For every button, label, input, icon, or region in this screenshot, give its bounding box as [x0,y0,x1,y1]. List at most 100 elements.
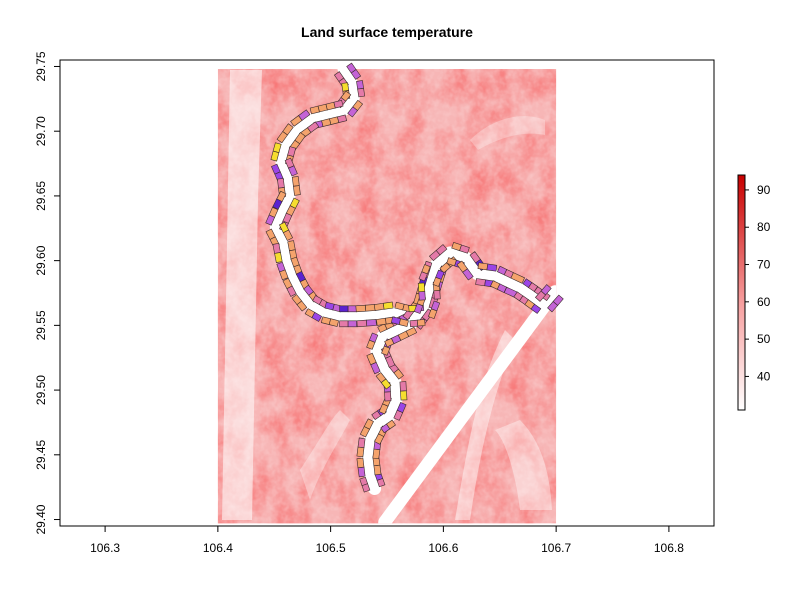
y-tick-label: 29.50 [34,375,48,405]
river-segment [296,300,308,312]
colorbar-tick-label: 40 [757,369,771,383]
colorbar-tick-label: 60 [757,295,771,309]
river-segment [347,320,357,328]
river-segment [462,268,474,281]
colorbar-ticks: 40 50 60 70 80 90 [745,183,771,383]
river-segment [347,305,357,313]
colorbar-tick-label: 50 [757,332,771,346]
river-segment [435,269,445,280]
x-tick-label: 106.7 [541,541,571,555]
river-segment [363,418,374,430]
river-segment [277,178,285,189]
river-segment [309,105,320,115]
y-tick-label: 29.40 [34,504,48,534]
river-segment [291,176,300,187]
cool-band [300,410,350,500]
river-segment [435,244,448,256]
river-segment [373,464,382,476]
river-segment [530,303,542,314]
river-segment [287,240,296,252]
colorbar-tick-label: 90 [757,183,771,197]
x-axis: 106.3 106.4 106.5 106.6 106.7 106.8 [90,526,684,555]
y-tick-label: 29.75 [34,51,48,81]
x-tick-label: 106.8 [654,541,684,555]
river-segments [265,62,564,493]
colorbar: 40 50 60 70 80 90 [737,174,771,411]
y-tick-label: 29.65 [34,181,48,211]
river-segment [486,263,498,272]
river-segment [350,69,362,80]
river-segment [372,448,381,460]
river-segment [382,301,394,310]
river-segment [286,285,297,297]
river-segment [282,229,294,241]
river-segment [356,80,364,90]
y-tick-label: 29.45 [34,439,48,469]
river-segment [417,282,426,293]
river-segment [366,352,377,366]
x-tick-label: 106.5 [316,541,346,555]
river-segment [339,320,349,328]
river-segment [347,106,358,118]
cool-band [495,420,552,510]
river-segment [356,457,365,469]
river-segment [356,446,365,458]
chart-title: Land surface temperature [301,24,473,40]
river-segment [510,272,525,284]
cool-band [470,116,545,150]
river-segment [399,381,407,392]
river-segment [375,372,387,384]
river-segment [405,326,418,337]
river-segment [328,318,339,327]
river-segment [369,332,379,343]
raster-fine-texture [217,69,557,524]
river-segment [265,214,275,226]
river-segment [357,87,366,98]
cool-band [222,70,262,520]
y-axis: 29.40 29.45 29.50 29.55 29.60 29.65 29.70 29.75 [34,51,60,535]
cool-band [455,330,515,520]
cool-bands [222,70,552,520]
river-segment [288,165,298,177]
temperature-raster [217,69,557,524]
y-tick-label: 29.55 [34,310,48,340]
river-segment [272,242,281,254]
river-segment [357,466,366,478]
x-tick-label: 106.4 [203,541,233,555]
river-segment [341,82,350,92]
colorbar-tick-label: 80 [757,220,771,234]
river-segment [270,150,280,162]
river-segment [396,402,407,413]
river-segment [386,419,396,430]
colorbar-tick-label: 70 [757,258,771,272]
river-segment [355,304,367,313]
river-segment [477,262,489,271]
river-segment [274,252,283,263]
river-segment [356,319,368,328]
y-tick-label: 29.70 [34,116,48,146]
river-segment [540,284,552,296]
river-segment [311,311,323,322]
river-channel-upper [269,69,440,322]
river-segment [366,319,377,327]
river-segment [339,305,349,313]
river-segment [279,269,289,281]
river-segment [430,300,441,312]
river-segment [276,131,288,144]
river-segment [475,278,486,287]
plot-area: 106.3 106.4 106.5 106.6 106.7 106.8 29.4029.4… [34,51,715,555]
river-segment [376,317,387,326]
river-segment [433,290,441,300]
river-segment [357,437,366,449]
river-segment [398,318,409,327]
river-segment [272,198,283,210]
river-segment [416,319,426,327]
river-segment [373,302,385,311]
river-segment [459,244,470,254]
river-segment [409,319,419,328]
x-tick-label: 106.6 [428,541,458,555]
plot-frame [59,59,715,527]
river-segment [421,264,431,275]
colorbar-gradient [737,174,746,411]
